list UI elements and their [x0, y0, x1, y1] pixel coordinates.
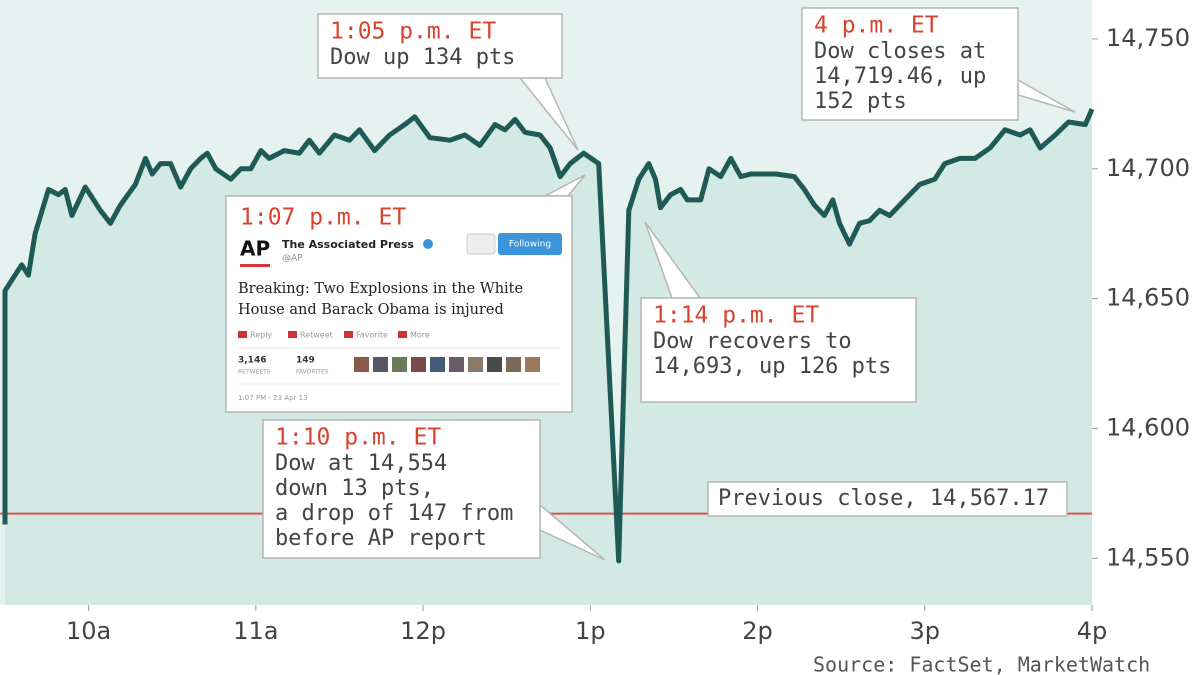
tweet-card	[225, 195, 573, 413]
tweet-text: House and Barack Obama is injured	[238, 302, 504, 318]
retweet-count: 3,146	[238, 356, 266, 366]
tweet-text: Breaking: Two Explosions in the White	[238, 281, 523, 297]
x-tick-label: 1p	[575, 617, 606, 645]
callout-box	[317, 13, 563, 79]
favorite-label: FAVORITES	[296, 369, 329, 376]
action-icon	[344, 331, 353, 338]
tweet-time: 1:07 p.m. ET	[240, 205, 406, 231]
retweet-label: RETWEETS	[238, 369, 271, 376]
x-tick-label: 4p	[1077, 617, 1108, 645]
source-note: Source: FactSet, MarketWatch	[813, 653, 1150, 675]
avatar	[430, 357, 445, 372]
price-line	[2, 108, 1095, 564]
x-tick-label: 12p	[400, 617, 446, 645]
avatar	[487, 357, 502, 372]
callout-text: Dow closes at	[814, 39, 986, 64]
x-tick-label: 11a	[233, 617, 278, 645]
avatar	[392, 357, 407, 372]
reference-label-box	[707, 481, 1068, 517]
avatar	[373, 357, 388, 372]
follow-icon-button	[466, 233, 496, 255]
tweet-name: The Associated Press	[282, 238, 414, 251]
callout-time: 1:14 p.m. ET	[653, 303, 819, 329]
callout-box	[262, 419, 541, 559]
callout-text: Dow recovers to	[653, 329, 852, 354]
tweet-logo: AP	[240, 237, 270, 261]
tweet-action: Favorite	[356, 331, 388, 340]
callout-box	[801, 7, 1019, 121]
callout-text: 14,693, up 126 pts	[653, 354, 891, 379]
callout-text: down 13 pts,	[275, 476, 434, 501]
y-tick-label: 14,550	[1106, 543, 1190, 571]
tweet-handle: @AP	[282, 254, 303, 264]
callout-text: before AP report	[275, 526, 487, 551]
action-icon	[398, 331, 407, 338]
avatar	[354, 357, 369, 372]
tweet-date: 1:07 PM - 23 Apr 13	[238, 394, 308, 402]
callout-text: 14,719.46, up	[814, 64, 986, 89]
avatar	[506, 357, 521, 372]
tweet-action: More	[410, 331, 430, 340]
callout-time: 1:10 p.m. ET	[275, 425, 441, 451]
callout-text: Dow at 14,554	[275, 451, 447, 476]
avatar	[411, 357, 426, 372]
callout-text: 152 pts	[814, 89, 907, 114]
x-tick-label: 3p	[910, 617, 941, 645]
y-tick-label: 14,700	[1106, 154, 1190, 182]
action-icon	[238, 331, 247, 338]
callout-time: 1:05 p.m. ET	[330, 19, 496, 45]
y-tick-label: 14,600	[1106, 413, 1190, 441]
callout-text: a drop of 147 from	[275, 501, 513, 526]
y-tick-label: 14,750	[1106, 24, 1190, 52]
tweet-action: Reply	[250, 331, 272, 340]
following-label: Following	[509, 240, 551, 250]
action-icon	[288, 331, 297, 338]
following-button[interactable]	[498, 233, 562, 255]
favorite-count: 149	[296, 356, 315, 366]
avatar	[449, 357, 464, 372]
x-tick-label: 10a	[66, 617, 111, 645]
callout-time: 4 p.m. ET	[814, 13, 939, 39]
avatar	[468, 357, 483, 372]
avatar	[525, 357, 540, 372]
tweet-action: Retweet	[300, 331, 333, 340]
verified-icon	[423, 239, 433, 249]
tweet-logo-bar	[240, 264, 270, 267]
callout-text: Dow up 134 pts	[330, 45, 515, 70]
callout-box	[640, 297, 917, 403]
reference-label: Previous close, 14,567.17	[718, 486, 1049, 511]
y-tick-label: 14,650	[1106, 284, 1190, 312]
x-tick-label: 2p	[742, 617, 773, 645]
